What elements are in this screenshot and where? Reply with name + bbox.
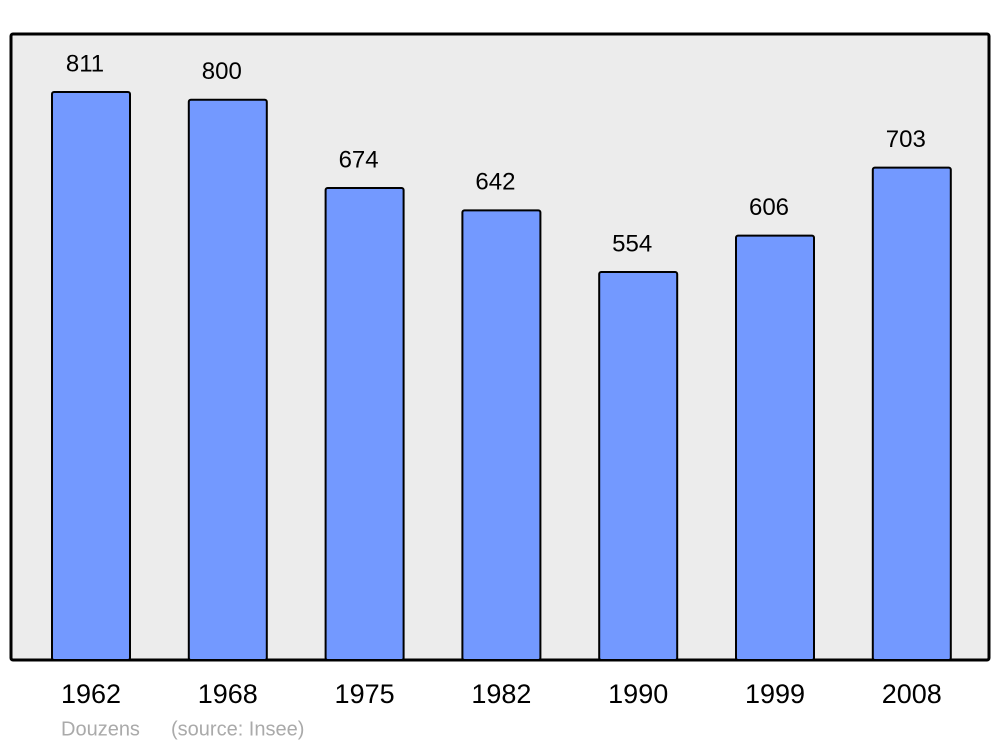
value-label: 606 <box>749 194 789 221</box>
x-tick-label: 1990 <box>608 679 668 709</box>
x-tick-label: 2008 <box>882 679 942 709</box>
x-tick-label: 1982 <box>471 679 531 709</box>
value-label: 811 <box>66 50 104 77</box>
bar <box>324 186 405 661</box>
bar <box>187 98 268 662</box>
bar <box>871 166 952 661</box>
x-tick-label: 1962 <box>61 679 121 709</box>
value-label: 554 <box>612 230 652 257</box>
source: (source: Insee) <box>171 718 304 740</box>
caption: Douzens <box>61 718 140 740</box>
bar <box>598 270 679 661</box>
bar <box>735 234 815 661</box>
x-tick-label: 1975 <box>335 679 395 709</box>
value-label: 800 <box>202 58 242 85</box>
value-label: 703 <box>886 126 926 153</box>
x-tick-label: 1968 <box>198 679 258 709</box>
x-tick-label: 1999 <box>745 679 805 709</box>
value-label: 642 <box>475 169 515 196</box>
value-label: 674 <box>339 146 379 173</box>
bar <box>51 91 131 661</box>
bar <box>461 209 542 661</box>
